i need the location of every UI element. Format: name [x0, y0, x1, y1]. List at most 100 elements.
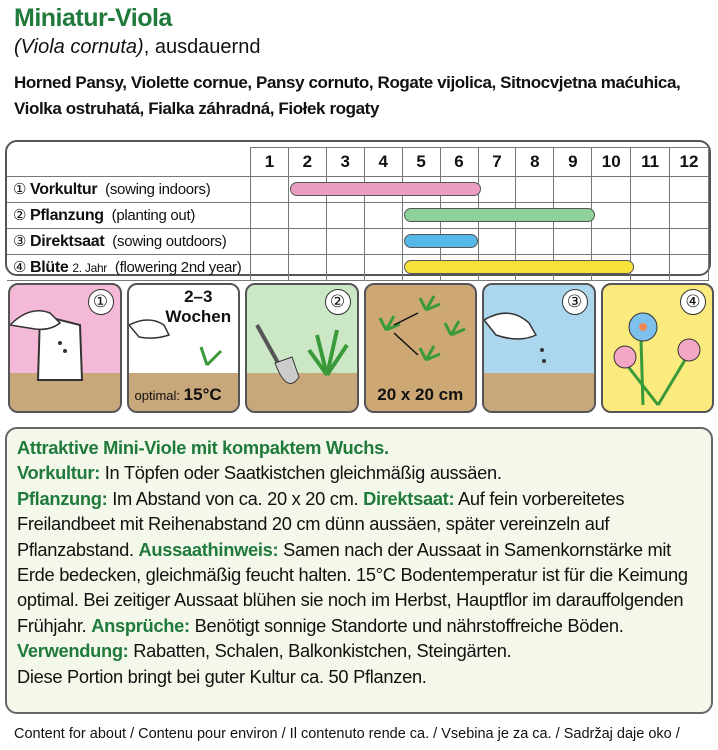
- row-label: ② Pflanzung (planting out): [7, 202, 251, 229]
- month-header: 3: [325, 147, 365, 177]
- row-label: ① Vorkultur (sowing indoors): [7, 176, 251, 203]
- month-cell: [287, 202, 327, 229]
- month-cell: [630, 176, 671, 203]
- activity-name: Direktsaat: [30, 233, 105, 250]
- row-label: ④ Blüte 2. Jahr (flowering 2nd year): [7, 254, 251, 281]
- month-cell: [669, 254, 709, 281]
- description-label: Direktsaat:: [363, 487, 455, 509]
- month-cell: [287, 176, 481, 203]
- description-label: Aussaathinweis:: [138, 538, 279, 560]
- activity-name: Blüte: [30, 259, 69, 276]
- month-cell: [249, 202, 289, 229]
- spacing-label: 20 x 20 cm: [377, 385, 464, 404]
- latin: (Viola cornuta): [14, 36, 144, 58]
- description-text: Diese Portion bringt bei guter Kultur ca…: [17, 665, 427, 687]
- period-bar: [403, 260, 634, 274]
- month-cell: [401, 228, 478, 255]
- description-label: Verwendung:: [17, 640, 129, 662]
- step-number: ①: [13, 181, 27, 198]
- month-header: 5: [401, 147, 441, 177]
- month-cell: [249, 254, 289, 281]
- calendar-row: ④ Blüte 2. Jahr (flowering 2nd year): [7, 254, 709, 281]
- common-names: Horned Pansy, Violette cornue, Pansy cor…: [14, 73, 681, 118]
- panel-flowering: ④: [600, 283, 714, 413]
- month-cell: [287, 228, 327, 255]
- period-bar: [289, 182, 481, 196]
- calendar-row: ③ Direktsaat (sowing outdoors): [7, 228, 709, 255]
- row-label: ③ Direktsaat (sowing outdoors): [7, 228, 251, 255]
- month-cell: [477, 176, 517, 203]
- month-cell: [630, 228, 671, 255]
- month-cell: [630, 202, 671, 229]
- month-cell: [591, 176, 632, 203]
- optimal-temp: optimal: 15°C: [135, 385, 222, 405]
- description-text: Benötigt sonnige Standorte und nährstoff…: [189, 614, 624, 636]
- description-text: Samen nach der Aussaat in Samenkornstärk…: [17, 538, 688, 636]
- month-cell: [630, 254, 671, 281]
- temp-value: 15°C: [183, 385, 222, 404]
- step-number: ②: [324, 289, 351, 315]
- month-cell: [477, 228, 517, 255]
- month-cell: [553, 176, 593, 203]
- month-header: 10: [591, 147, 632, 177]
- description-box: Attraktive Mini-Viole mit kompaktem Wuch…: [5, 427, 713, 714]
- description-text: Auf fein vorbereitetes Freilandbeet mit …: [17, 487, 625, 560]
- description-text: Rabatten, Schalen, Balkonkistchen, Stein…: [128, 640, 512, 662]
- panel-planting: ②: [245, 283, 359, 413]
- month-cell: [669, 202, 709, 229]
- sowing-calendar: 1 2 3 4 5 6 7 8 9 10 11 12 ① Vorkultur (sowing indoo…: [5, 140, 711, 281]
- month-cell: [249, 176, 289, 203]
- activity-english: (sowing outdoors): [112, 233, 227, 250]
- month-cell: [515, 228, 555, 255]
- step-number: ③: [13, 233, 27, 250]
- description-text: Im Abstand von ca. 20 x 20 cm.: [107, 487, 364, 509]
- month-cell: [515, 176, 555, 203]
- month-cell: [401, 202, 595, 229]
- month-cell: [669, 176, 709, 203]
- month-cell: [325, 254, 365, 281]
- description-label: Pflanzung:: [17, 487, 108, 509]
- month-cell: [553, 228, 593, 255]
- description-label: Vorkultur:: [17, 462, 100, 484]
- month-header: 11: [630, 147, 671, 177]
- month-cell: [325, 228, 365, 255]
- activity-english: (flowering 2nd year): [114, 259, 242, 276]
- panel-germination: 2–3 Wochen optimal: 15°C: [126, 283, 240, 413]
- activity-extra: 2. Jahr: [72, 261, 108, 275]
- month-cell: [669, 228, 709, 255]
- instruction-panels: ① 2–3 Wochen optimal: 15°C ② 20 x 20 cm …: [8, 283, 714, 413]
- month-cell: [249, 228, 289, 255]
- month-cell: [401, 254, 634, 281]
- footer-content-note: Content for about / Contenu pour environ…: [14, 726, 680, 742]
- month-header: 7: [477, 147, 517, 177]
- month-cell: [287, 254, 327, 281]
- weeks-label: 2–3 Wochen: [165, 287, 232, 326]
- month-header: 9: [553, 147, 593, 177]
- optimal-label: optimal:: [134, 388, 181, 403]
- latin-name: (Viola cornuta), ausdauernd: [14, 36, 260, 59]
- period-bar: [403, 234, 478, 248]
- activity-english: (planting out): [111, 207, 196, 224]
- month-header: 4: [363, 147, 403, 177]
- calendar-row: ② Pflanzung (planting out): [7, 202, 709, 229]
- month-cell: [591, 202, 632, 229]
- month-cell: [363, 228, 403, 255]
- product-title: Miniatur-Viola: [14, 4, 172, 32]
- description-label: Attraktive Mini-Viole mit kompaktem Wuch…: [17, 437, 389, 458]
- activity-english: (sowing indoors): [105, 181, 211, 198]
- month-header: 6: [439, 147, 479, 177]
- month-header: 8: [515, 147, 555, 177]
- panel-direct-sowing: ③: [482, 283, 596, 413]
- calendar-row: ① Vorkultur (sowing indoors): [7, 176, 709, 203]
- description-label: Ansprüche:: [91, 614, 190, 636]
- month-header: 2: [287, 147, 327, 177]
- month-cell: [363, 254, 403, 281]
- step-number: ③: [561, 289, 588, 315]
- perennial-note: , ausdauernd: [143, 36, 261, 58]
- month-cell: [591, 228, 632, 255]
- activity-name: Pflanzung: [30, 207, 104, 224]
- panel-sowing: ①: [8, 283, 122, 413]
- panel-spacing: 20 x 20 cm: [363, 283, 477, 413]
- month-cell: [363, 202, 403, 229]
- step-number: ②: [13, 207, 27, 224]
